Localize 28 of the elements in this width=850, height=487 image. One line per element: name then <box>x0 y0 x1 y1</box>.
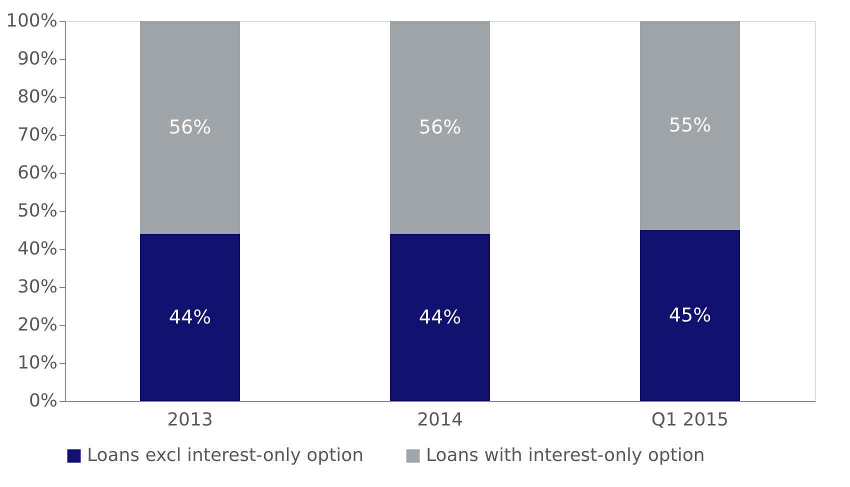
legend-label: Loans excl interest-only option <box>87 445 364 466</box>
text: 55% <box>668 114 712 136</box>
y-tick-label: 60% <box>17 162 58 184</box>
x-tick-label: Q1 2015 <box>651 410 729 430</box>
text: 44% <box>418 306 462 328</box>
y-tick-label: 70% <box>17 124 58 146</box>
bar <box>390 21 490 234</box>
bar <box>390 234 490 401</box>
x-tick-label: 2013 <box>167 410 213 430</box>
text: 56% <box>418 116 462 138</box>
y-tick-label: 50% <box>17 200 58 222</box>
y-tick-label: 90% <box>17 48 58 70</box>
text: 44% <box>168 306 212 328</box>
y-tick-label: 0% <box>28 390 58 412</box>
x-tick-label: 2014 <box>417 410 463 430</box>
y-tick-label: 100% <box>6 10 58 32</box>
bar <box>640 230 740 401</box>
text: 56% <box>168 116 212 138</box>
y-tick-label: 30% <box>17 276 58 298</box>
bar <box>640 21 740 230</box>
y-tick-label: 80% <box>17 86 58 108</box>
legend-label: Loans with interest-only option <box>426 445 705 466</box>
y-tick-label: 10% <box>17 352 58 374</box>
y-tick-label: 20% <box>17 314 58 336</box>
bar <box>140 234 240 401</box>
text: 45% <box>668 304 712 326</box>
bar <box>140 21 240 234</box>
y-tick-label: 40% <box>17 238 58 260</box>
